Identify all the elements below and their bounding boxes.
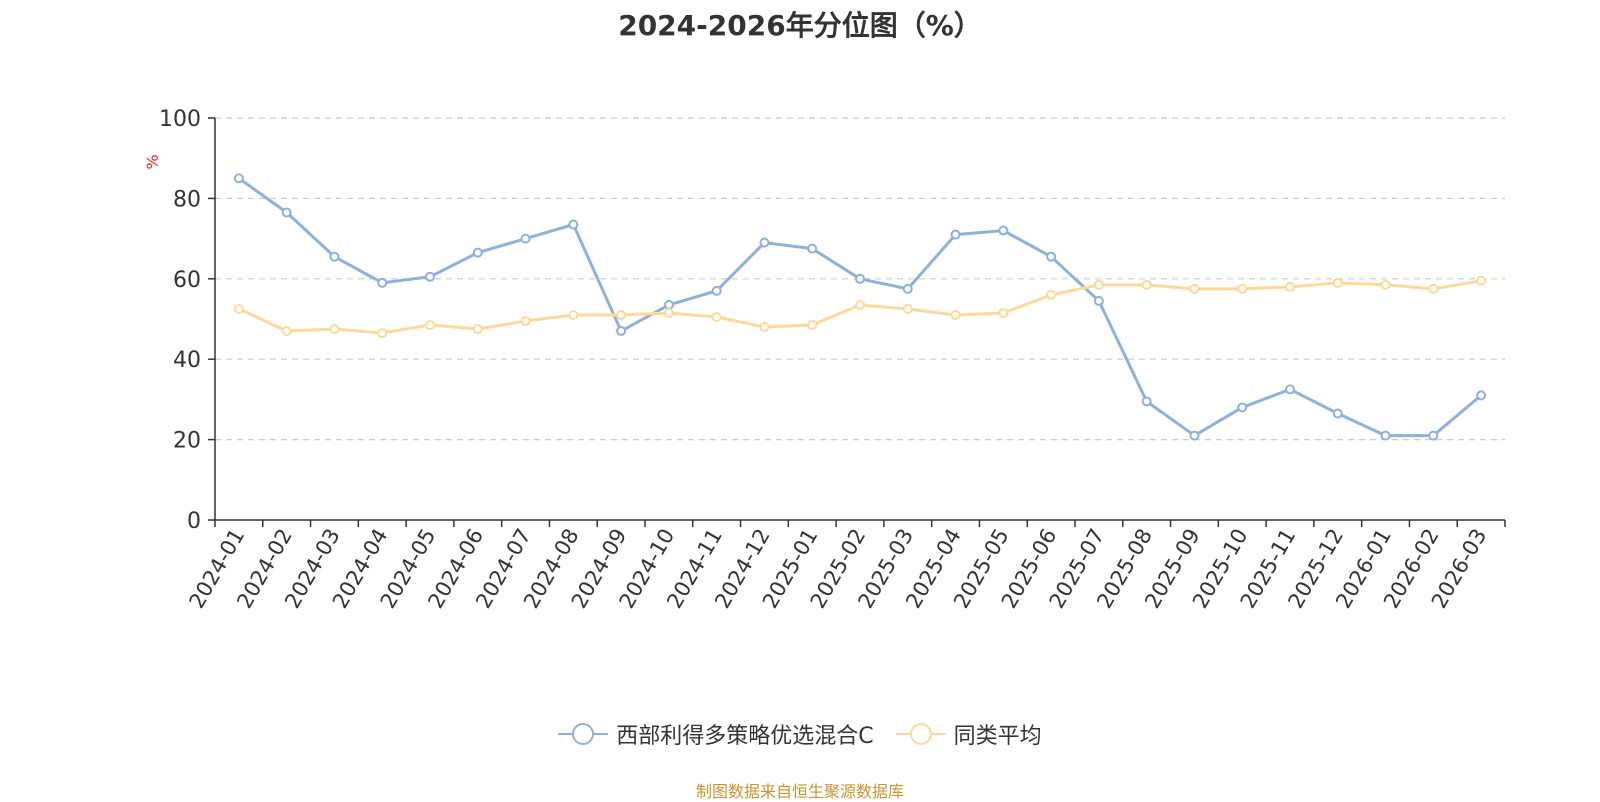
data-point[interactable] — [472, 247, 483, 258]
data-point[interactable] — [855, 299, 865, 310]
data-point[interactable] — [616, 309, 627, 320]
data-point[interactable] — [1237, 283, 1248, 294]
legend: 西部利得多策略优选混合C 同类平均 — [0, 718, 1600, 750]
y-tick-label: 0 — [187, 509, 201, 534]
data-point[interactable] — [568, 309, 579, 320]
data-point[interactable] — [1476, 390, 1487, 401]
data-point[interactable] — [520, 316, 531, 327]
data-point[interactable] — [998, 225, 1009, 236]
legend-item-category-average[interactable]: 同类平均 — [895, 718, 1042, 750]
series-lines — [233, 173, 1487, 441]
data-point[interactable] — [377, 328, 388, 339]
data-point[interactable] — [1093, 279, 1104, 290]
data-point[interactable] — [902, 283, 913, 294]
y-tick-label: 100 — [159, 107, 201, 132]
data-point[interactable] — [281, 326, 292, 337]
data-point[interactable] — [855, 273, 865, 284]
data-point[interactable] — [1332, 277, 1343, 288]
data-point[interactable] — [1428, 430, 1439, 441]
data-point[interactable] — [520, 233, 531, 244]
data-point[interactable] — [1285, 281, 1295, 292]
data-point[interactable] — [568, 219, 579, 230]
data-point[interactable] — [759, 237, 770, 248]
y-axis-unit-label: % — [143, 154, 162, 169]
data-point[interactable] — [1332, 408, 1343, 419]
data-point[interactable] — [425, 320, 435, 331]
data-point[interactable] — [233, 173, 244, 184]
legend-label-category-average: 同类平均 — [953, 724, 1042, 749]
y-tick-label: 40 — [173, 348, 201, 373]
data-point[interactable] — [329, 251, 340, 262]
data-point[interactable] — [950, 309, 961, 320]
data-point[interactable] — [1237, 402, 1248, 413]
data-point[interactable] — [1285, 384, 1295, 395]
data-point[interactable] — [711, 311, 722, 322]
data-point[interactable] — [807, 320, 818, 331]
data-point[interactable] — [902, 303, 913, 314]
data-point[interactable] — [807, 243, 818, 254]
data-point[interactable] — [663, 299, 674, 310]
data-point[interactable] — [1046, 289, 1057, 300]
data-point[interactable] — [1141, 279, 1152, 290]
data-point[interactable] — [1428, 283, 1439, 294]
legend-item-fund[interactable]: 西部利得多策略优选混合C — [558, 718, 874, 750]
data-point[interactable] — [1380, 279, 1391, 290]
source-note: 制图数据来自恒生聚源数据库 — [695, 782, 904, 801]
data-point[interactable] — [377, 277, 388, 288]
y-tick-label: 20 — [173, 429, 201, 454]
data-point[interactable] — [472, 324, 483, 335]
data-point[interactable] — [998, 307, 1009, 318]
data-point[interactable] — [425, 271, 435, 282]
data-point[interactable] — [663, 307, 674, 318]
legend-swatch-category-average — [895, 723, 946, 745]
data-point[interactable] — [1093, 295, 1104, 306]
data-point[interactable] — [1189, 283, 1200, 294]
chart-title: 2024-2026年分位图（%） — [618, 9, 982, 42]
data-point[interactable] — [1141, 396, 1152, 407]
data-point[interactable] — [950, 229, 961, 240]
data-point[interactable] — [1046, 251, 1057, 262]
data-point[interactable] — [759, 322, 770, 333]
data-point[interactable] — [616, 326, 627, 337]
y-tick-label: 60 — [173, 268, 201, 293]
y-tick-label: 80 — [173, 187, 201, 212]
data-point[interactable] — [233, 303, 244, 314]
data-point[interactable] — [281, 207, 292, 218]
data-point[interactable] — [1189, 430, 1200, 441]
data-point[interactable] — [329, 324, 340, 335]
legend-label-fund: 西部利得多策略优选混合C — [616, 724, 874, 749]
data-point[interactable] — [1476, 275, 1487, 286]
legend-swatch-fund — [558, 723, 609, 745]
data-point[interactable] — [711, 285, 722, 296]
data-point[interactable] — [1380, 430, 1391, 441]
